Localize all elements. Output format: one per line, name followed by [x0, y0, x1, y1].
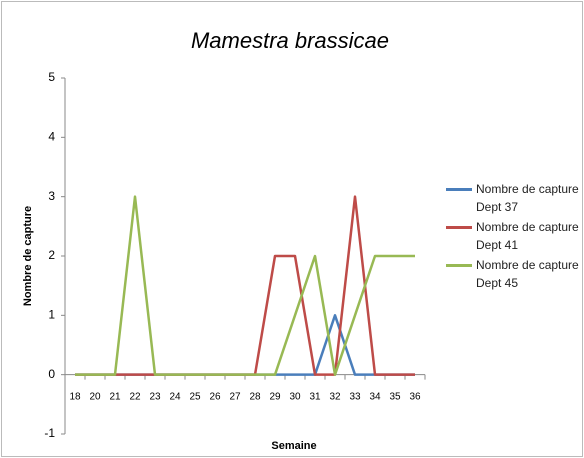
x-tick-label: 18: [69, 391, 81, 402]
x-tick-label: 28: [249, 391, 261, 402]
legend: Nombre de capture Dept 37 Nombre de captu…: [446, 180, 582, 294]
y-tick-label: 4: [48, 130, 55, 144]
legend-item: Nombre de capture Dept 41: [446, 218, 582, 254]
x-tick-label: 35: [389, 391, 401, 402]
x-tick-label: 33: [349, 391, 361, 402]
x-tick-label: 36: [409, 391, 421, 402]
x-tick-label: 22: [129, 391, 141, 402]
y-tick-label: -1: [44, 426, 55, 440]
x-tick-label: 26: [209, 391, 221, 402]
x-tick-label: 23: [149, 391, 161, 402]
y-tick-label: 1: [48, 308, 55, 322]
x-tick-label: 34: [369, 391, 381, 402]
legend-label: Nombre de capture Dept 41: [476, 220, 579, 252]
legend-swatch: [446, 264, 472, 267]
x-tick-label: 29: [269, 391, 281, 402]
x-tick-label: 30: [289, 391, 301, 402]
x-tick-label: 32: [329, 391, 341, 402]
y-tick-label: 0: [48, 367, 55, 381]
chart-title: Mamestra brassicae: [191, 28, 389, 53]
x-tick-label: 20: [89, 391, 101, 402]
series-line: [75, 195, 415, 376]
x-tick-label: 31: [309, 391, 321, 402]
y-tick-label: 3: [48, 189, 55, 203]
x-tick-label: 24: [169, 391, 181, 402]
y-axis-label: Nombre de capture: [22, 206, 34, 306]
y-tick-label: 5: [48, 70, 55, 84]
y-tick-label: 2: [48, 248, 55, 262]
legend-label: Nombre de capture Dept 45: [476, 258, 579, 290]
legend-swatch: [446, 226, 472, 229]
legend-label: Nombre de capture Dept 37: [476, 182, 579, 214]
x-axis-label: Semaine: [271, 440, 316, 452]
x-tick-label: 27: [229, 391, 241, 402]
legend-item: Nombre de capture Dept 37: [446, 180, 582, 216]
series-line: [75, 314, 415, 376]
legend-swatch: [446, 188, 472, 191]
x-tick-label: 21: [109, 391, 121, 402]
legend-item: Nombre de capture Dept 45: [446, 256, 582, 292]
x-tick-label: 25: [189, 391, 201, 402]
